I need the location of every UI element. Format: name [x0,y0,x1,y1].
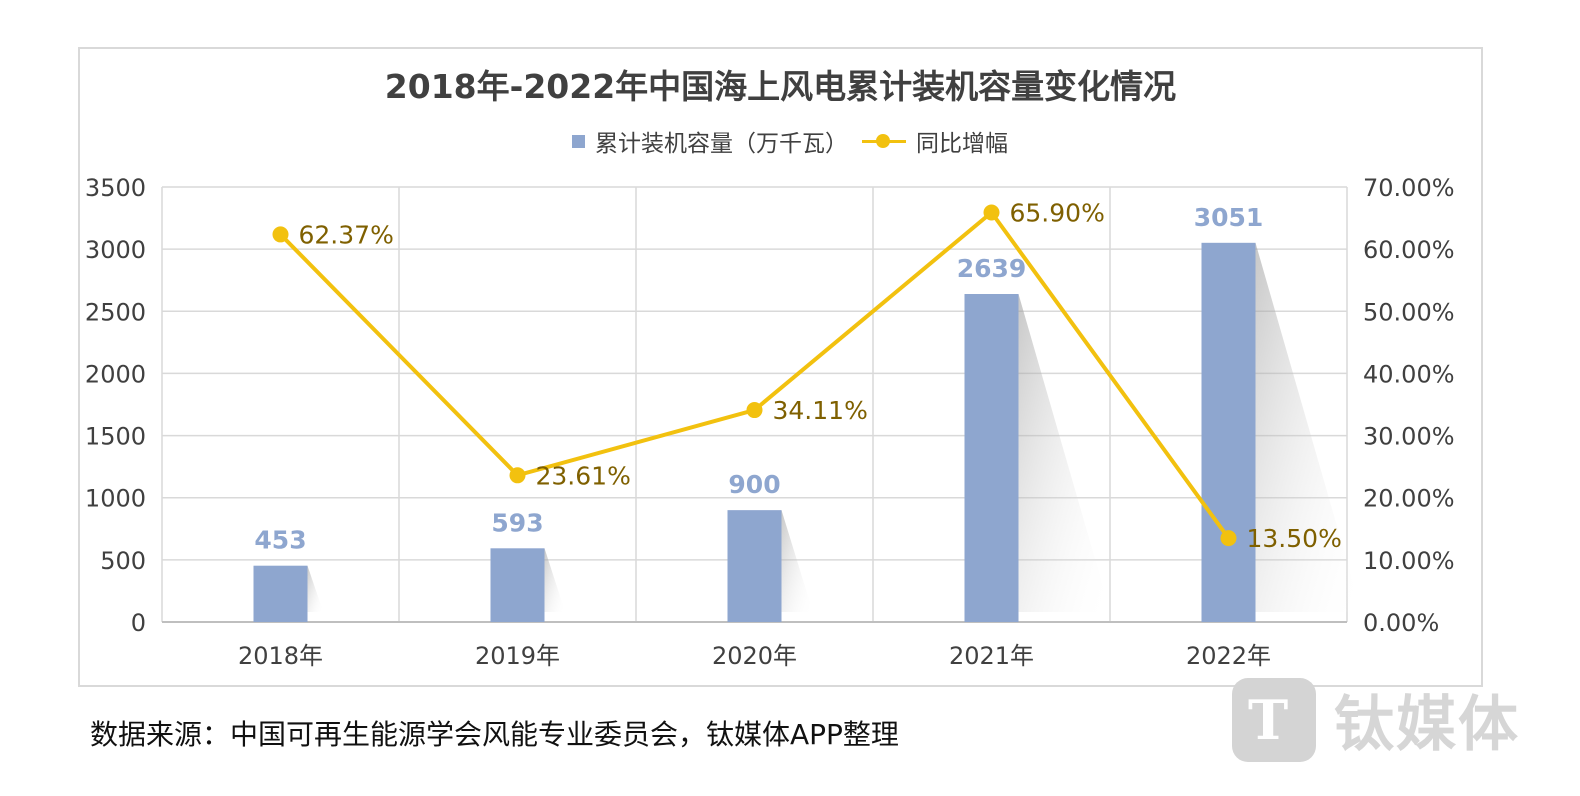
line-point [509,467,526,484]
bar-shadow [307,565,324,612]
y-right-tick-label: 20.00% [1363,485,1455,513]
line-data-label: 23.61% [536,461,631,490]
watermark-text: 钛媒体 [1334,690,1520,760]
line-point [746,402,763,419]
bar-data-label: 453 [254,526,306,555]
y-right-tick-label: 0.00% [1363,609,1439,637]
x-tick-label: 2018年 [238,642,323,670]
line-data-label: 65.90% [1010,198,1105,227]
line-point [983,204,1000,221]
bar [964,294,1019,622]
bar [253,565,308,622]
line-data-label: 62.37% [299,220,394,249]
y-left-tick-label: 1500 [85,423,146,451]
source-note: 数据来源：中国可再生能源学会风能专业委员会，钛媒体APP整理 [90,718,899,751]
y-right-tick-label: 50.00% [1363,298,1455,326]
line-data-label: 13.50% [1247,524,1342,553]
legend-line-swatch [862,131,906,151]
y-right-tick-label: 60.00% [1363,236,1455,264]
bar-shadow [781,510,813,612]
bar-data-label: 3051 [1194,203,1264,232]
y-left-tick-label: 0 [131,609,146,637]
chart-frame [78,47,1483,687]
legend-label-capacity: 累计装机容量（万千瓦） [595,131,848,157]
y-left-tick-label: 1000 [85,485,146,513]
x-tick-label: 2021年 [949,642,1034,670]
y-left-tick-label: 500 [100,547,146,575]
bar-shadow [1018,294,1111,612]
bar-shadow [1255,242,1362,612]
bar-data-label: 2639 [957,254,1027,283]
y-left-tick-label: 2000 [85,360,146,388]
line-data-label: 34.11% [773,396,868,425]
legend-item-growth: 同比增幅 [862,124,1008,158]
y-left-tick-label: 3000 [85,236,146,264]
line-point [272,226,289,243]
bar [727,510,782,622]
bar-data-label: 593 [491,508,543,537]
legend-item-capacity: 累计装机容量（万千瓦） [572,124,848,158]
y-right-tick-label: 40.00% [1363,360,1455,388]
legend-bar-swatch [572,134,585,148]
line-point [1220,530,1237,547]
y-right-tick-label: 30.00% [1363,423,1455,451]
bar-shadow [544,548,566,612]
y-left-tick-label: 2500 [85,298,146,326]
chart-legend: 累计装机容量（万千瓦） 同比增幅 [0,124,1580,158]
bar-data-label: 900 [728,470,780,499]
bar [490,548,545,622]
y-right-tick-label: 70.00% [1363,174,1455,202]
legend-label-growth: 同比增幅 [916,131,1008,157]
y-left-tick-label: 3500 [85,174,146,202]
x-tick-label: 2019年 [475,642,560,670]
x-tick-label: 2022年 [1186,642,1271,670]
tmt-logo-icon: T [1232,677,1316,762]
bar [1201,242,1256,622]
x-tick-label: 2020年 [712,642,797,670]
chart-title: 2018年-2022年中国海上风电累计装机容量变化情况 [384,67,1177,106]
y-right-tick-label: 10.00% [1363,547,1455,575]
watermark: T 钛媒体 [1232,676,1520,763]
